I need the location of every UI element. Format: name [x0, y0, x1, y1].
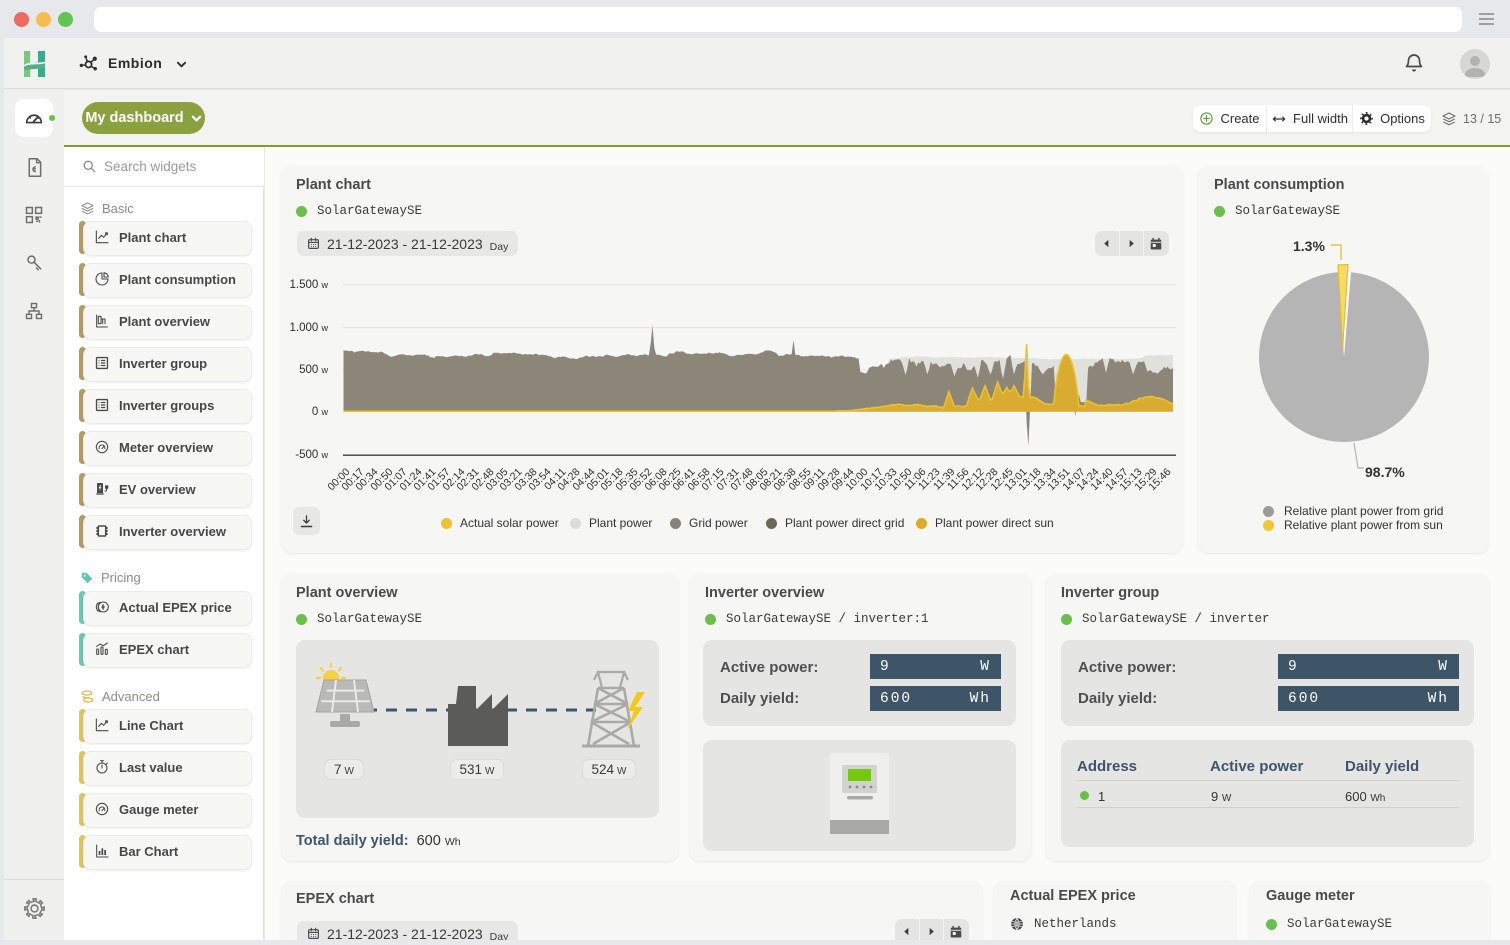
svg-text:98.7%: 98.7% — [1365, 464, 1405, 480]
svg-text:1.3%: 1.3% — [1293, 238, 1325, 254]
